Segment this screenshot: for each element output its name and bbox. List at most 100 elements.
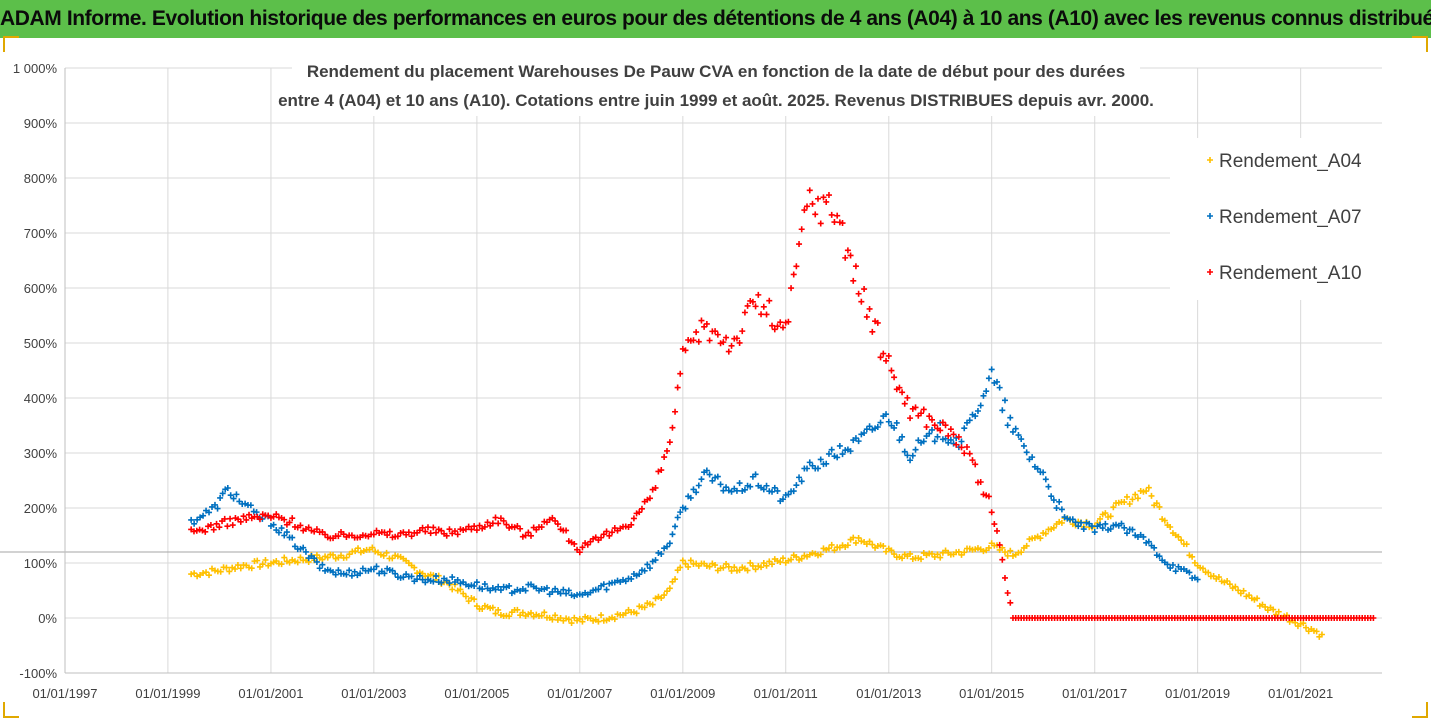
chart-title-line1: Rendement du placement Warehouses De Pau… [307, 62, 1125, 81]
data-point [1134, 495, 1141, 502]
data-point [246, 511, 253, 518]
data-point [193, 527, 200, 534]
data-point [1097, 521, 1104, 528]
data-point [230, 495, 237, 502]
data-point [633, 610, 640, 617]
data-point [1107, 513, 1114, 520]
data-point [883, 357, 890, 364]
data-point [674, 384, 681, 391]
data-point [319, 561, 326, 568]
data-point [313, 526, 320, 533]
data-point [219, 490, 226, 497]
data-point [1004, 552, 1011, 559]
data-point [394, 533, 401, 540]
data-point [343, 554, 350, 561]
data-point [305, 524, 312, 531]
data-point [663, 588, 670, 595]
data-point [945, 432, 952, 439]
data-point [552, 517, 559, 524]
data-point [1004, 589, 1011, 596]
data-point [839, 220, 846, 227]
data-point [1167, 565, 1174, 572]
data-point [866, 538, 873, 545]
y-tick-label: 0% [38, 611, 57, 626]
data-point [646, 565, 653, 572]
data-point [552, 612, 559, 619]
data-point [473, 527, 480, 534]
y-tick-label: 200% [24, 501, 58, 516]
data-point [254, 557, 261, 564]
data-point [661, 592, 668, 599]
data-point [888, 547, 895, 554]
data-point [377, 551, 384, 558]
data-point [638, 505, 645, 512]
data-point [866, 305, 873, 312]
data-point [901, 448, 908, 455]
data-point [1053, 505, 1060, 512]
data-point [207, 521, 214, 528]
data-point [1123, 493, 1130, 500]
data-point [1194, 576, 1201, 583]
data-point [549, 588, 556, 595]
data-point [372, 548, 379, 555]
data-point [901, 400, 908, 407]
data-point [899, 555, 906, 562]
y-tick-label: 900% [24, 116, 58, 131]
data-point [600, 581, 607, 588]
data-point [538, 524, 545, 531]
data-point [248, 565, 255, 572]
x-tick-label: 01/01/2007 [547, 686, 612, 701]
data-point [481, 581, 488, 588]
chart-frame: -100% 0% 100% 200% 300% 400% 500% 600% 700% 800% 9… [0, 38, 1431, 721]
data-point [392, 570, 399, 577]
data-point [896, 437, 903, 444]
data-point [300, 544, 307, 551]
data-point [720, 339, 727, 346]
x-tick-label: 01/01/2017 [1062, 686, 1127, 701]
data-point [330, 551, 337, 558]
data-point [517, 525, 524, 532]
data-point [961, 549, 968, 556]
data-point [1189, 553, 1196, 560]
data-point [217, 494, 224, 501]
data-point [842, 254, 849, 261]
data-point [1097, 515, 1104, 522]
data-point [669, 424, 676, 431]
data-point [877, 354, 884, 361]
data-point [369, 544, 376, 551]
legend-label-Rendement_A10: Rendement_A10 [1219, 263, 1362, 284]
data-point [462, 593, 469, 600]
data-point [278, 525, 285, 532]
data-point [568, 620, 575, 627]
data-point [202, 528, 209, 535]
data-point [855, 534, 862, 541]
data-point [606, 532, 613, 539]
data-point [1107, 526, 1114, 533]
data-point [728, 342, 735, 349]
data-point [828, 446, 835, 453]
data-point [706, 337, 713, 344]
data-point [646, 495, 653, 502]
data-point [774, 323, 781, 330]
data-point [812, 211, 819, 218]
data-point [1099, 525, 1106, 532]
data-point [825, 545, 832, 552]
data-point [389, 555, 396, 562]
data-point [852, 263, 859, 270]
data-point [595, 618, 602, 625]
data-point [1050, 524, 1057, 531]
data-point [1183, 541, 1190, 548]
data-point [636, 571, 643, 578]
data-point [1078, 519, 1085, 526]
data-point [904, 394, 911, 401]
data-point [769, 322, 776, 329]
data-point [695, 482, 702, 489]
data-point [1118, 520, 1125, 527]
data-point [479, 586, 486, 593]
data-point [961, 425, 968, 432]
data-point [229, 522, 236, 529]
data-point [571, 540, 578, 547]
data-point [335, 533, 342, 540]
data-point [525, 529, 532, 536]
chart-title-box [292, 50, 1140, 116]
